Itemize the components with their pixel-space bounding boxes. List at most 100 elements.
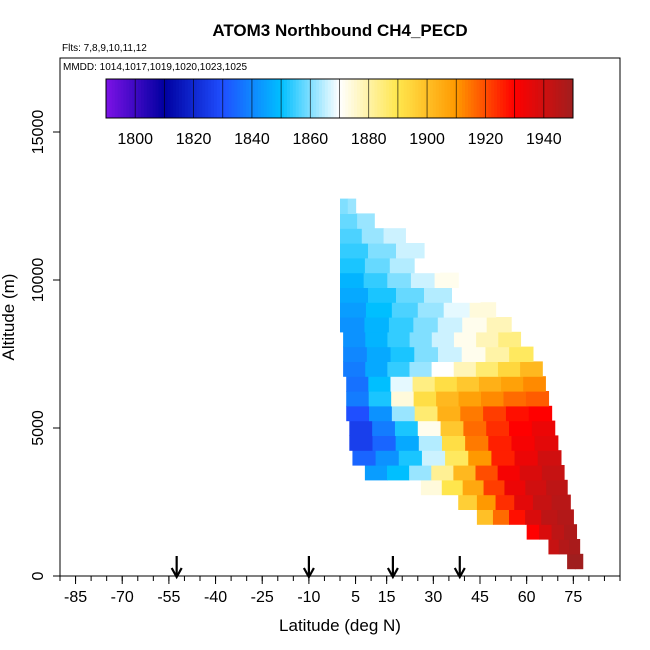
curtain-cell (537, 450, 562, 466)
curtain-cell (548, 539, 560, 555)
curtain-cell (340, 272, 365, 288)
colorbar-segment (427, 79, 431, 118)
colorbar-segment (342, 79, 346, 118)
curtain-cell (340, 213, 358, 229)
y-axis-label: Altitude (m) (0, 274, 18, 361)
curtain-cell (414, 346, 439, 362)
curtain-cell (481, 391, 505, 407)
colorbar-segment (444, 79, 448, 118)
colorbar-segment (281, 79, 285, 118)
colorbar-segment (330, 79, 335, 118)
colorbar-segment (374, 79, 378, 118)
colorbar-segment (409, 79, 413, 118)
colorbar-segment (511, 79, 516, 118)
curtain-cell (431, 465, 454, 481)
colorbar-segment (278, 79, 282, 118)
colorbar-segment (348, 79, 352, 118)
curtain-cell (468, 450, 493, 466)
colorbar-segment (219, 79, 224, 118)
curtain-cell (396, 243, 425, 259)
colorbar-segment (371, 79, 376, 118)
curtain-cell (498, 331, 522, 348)
curtain-cell (440, 420, 464, 436)
colorbar-segment (193, 79, 197, 118)
curtain-cell (340, 317, 366, 333)
colorbar-segment (359, 79, 364, 118)
curtain-cell (567, 553, 576, 570)
colorbar-segment (319, 79, 323, 118)
curtain-cell (505, 405, 530, 422)
chart-title: ATOM3 Northbound CH4_PECD (212, 21, 467, 40)
y-axis: 0 5000 10000 15000 (30, 110, 60, 580)
curtain-cell (431, 331, 455, 348)
curtain-cell (368, 376, 392, 392)
curtain-cell (476, 331, 499, 348)
colorbar-segment (111, 79, 116, 118)
curtain-cell (343, 361, 366, 377)
colorbar-segment (351, 79, 355, 118)
curtain-cell (421, 450, 446, 466)
colorbar-segment (249, 79, 253, 118)
colorbar-segment (491, 79, 495, 118)
colorbar-tick-label: 1800 (117, 131, 153, 148)
curtain-cell (389, 257, 416, 274)
colorbar-segment (418, 79, 422, 118)
colorbar-segment (380, 79, 384, 118)
curtain-cell (460, 405, 484, 422)
colorbar-segment (327, 79, 332, 118)
colorbar-segment (514, 79, 519, 118)
colorbar-segment (500, 79, 504, 118)
colorbar-segment (482, 79, 486, 118)
curtain-cell (418, 435, 443, 451)
colorbar-segment (438, 79, 443, 118)
curtain-cell (388, 317, 414, 333)
colorbar-segment (117, 79, 122, 118)
colorbar-segment (403, 79, 408, 118)
curtain-cell (495, 494, 515, 510)
latitude-arrow-head (453, 567, 466, 580)
colorbar-segment (313, 79, 317, 118)
colorbar-segment (476, 79, 481, 118)
colorbar-segment (307, 79, 311, 118)
colorbar-tick-label: 1860 (293, 131, 329, 148)
colorbar-segment (176, 79, 180, 118)
colorbar-segment (234, 79, 238, 118)
curtain-cell (420, 479, 443, 496)
colorbar-segment (184, 79, 189, 118)
curtain-cell (387, 465, 410, 481)
colorbar-segment (205, 79, 209, 118)
curtain-cell (372, 420, 396, 436)
colorbar-segment (152, 79, 157, 118)
colorbar-segment (263, 79, 268, 118)
curtain-cell (491, 450, 516, 466)
colorbar-segment (345, 79, 349, 118)
flights-subtitle: Flts: 7,8,9,10,11,12 (62, 43, 147, 54)
curtain-cell (343, 331, 366, 348)
colorbar-segment (424, 79, 428, 118)
colorbar-segment (386, 79, 390, 118)
curtain-cell (475, 361, 499, 377)
curtain-cell (434, 272, 459, 288)
curtain-cell (365, 302, 393, 318)
curtain-cell (363, 272, 388, 288)
colorbar-segment (564, 79, 568, 118)
y-tick-label: 15000 (30, 110, 47, 155)
curtain-cell (368, 391, 392, 407)
curtain-cell (509, 346, 534, 362)
latitude-arrows (170, 556, 466, 580)
curtain-cell (551, 494, 571, 510)
colorbar-segment (170, 79, 174, 118)
curtain-cell (497, 361, 521, 377)
colorbar-segment (432, 79, 437, 118)
curtain-cell (476, 494, 497, 510)
colorbar-segment (450, 79, 454, 118)
curtain-cell (462, 317, 488, 333)
curtain-cell (453, 331, 477, 348)
colorbar-segment (392, 79, 396, 118)
curtain-cell (352, 450, 377, 466)
curtain-cell (501, 376, 524, 392)
colorbar-segment (161, 79, 165, 118)
curtain-cell (368, 287, 397, 303)
colorbar-segment (158, 79, 162, 118)
curtain-cell (346, 376, 369, 392)
